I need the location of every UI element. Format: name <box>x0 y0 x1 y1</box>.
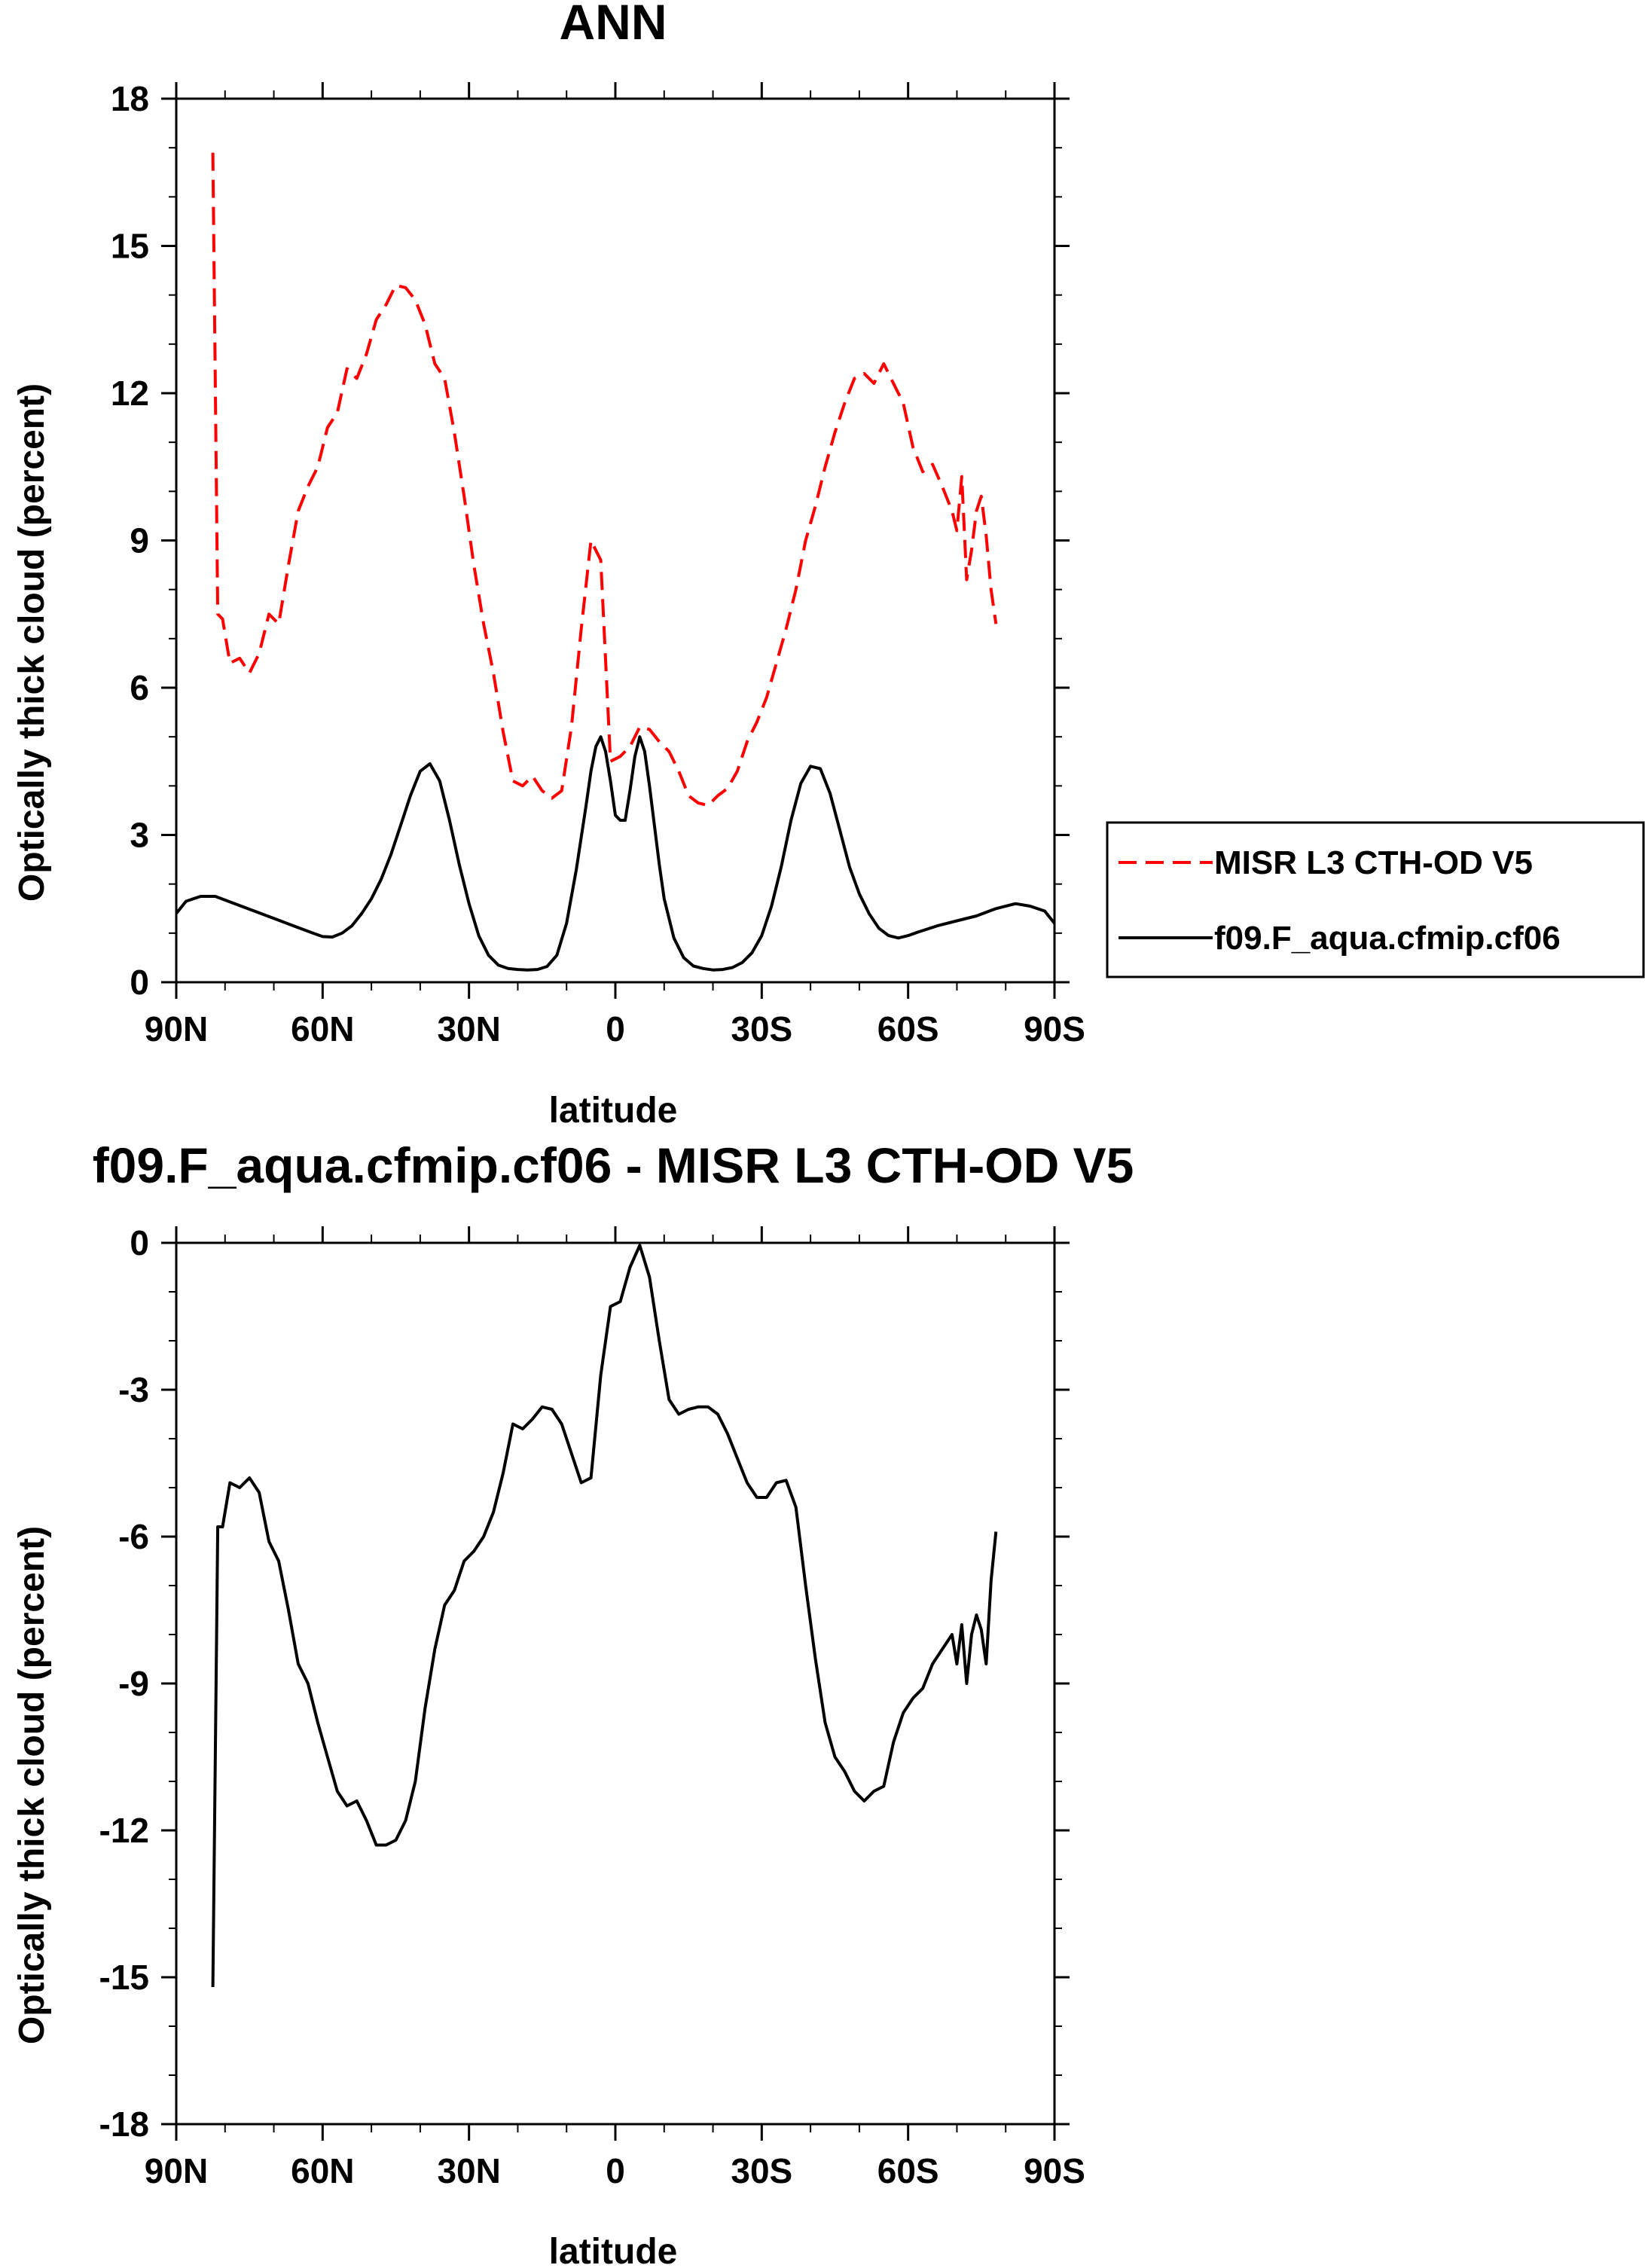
x-tick-label: 60N <box>291 1009 354 1049</box>
series-line-0 <box>211 152 998 807</box>
x-tick-label: 60S <box>877 2151 939 2190</box>
plot-frame <box>175 97 1056 984</box>
legend-model-label: f09.F_aqua.cfmip.cf06 <box>1214 920 1561 957</box>
x-tick-label: 30S <box>731 2151 792 2190</box>
bottom-chart-title: f09.F_aqua.cfmip.cf06 - MISR L3 CTH-OD V… <box>93 1137 1134 1193</box>
y-tick-label: -15 <box>99 1958 149 1997</box>
x-tick-label: 90N <box>145 2151 208 2190</box>
top-axes: 0 3 6 9 12 15 18 90N 60N 30N 0 30S 60S 90S <box>111 79 1085 1049</box>
x-tick-label: 60N <box>291 2151 354 2190</box>
y-tick-label: 0 <box>130 1223 149 1262</box>
y-tick-label: -9 <box>118 1664 149 1703</box>
y-tick-label: -18 <box>99 2105 149 2144</box>
bottom-y-axis-label: Optically thick cloud (percent) <box>12 1526 52 2044</box>
legend: MISR L3 CTH-OD V5 f09.F_aqua.cfmip.cf06 <box>1106 821 1645 978</box>
x-tick-label: 60S <box>877 1009 939 1049</box>
x-tick-label: 90S <box>1024 2151 1085 2190</box>
x-tick-label: 90N <box>145 1009 208 1049</box>
series-line-0 <box>211 1244 998 1988</box>
bottom-axes: 0 -3 -6 -9 -12 -15 -18 90N 60N 30N 0 30S 60S 90S <box>99 1223 1085 2190</box>
x-tick-label: 30S <box>731 1009 792 1049</box>
y-tick-label: 12 <box>111 374 149 413</box>
top-chart-title: ANN <box>560 0 667 50</box>
bottom-series-group <box>211 1244 998 1988</box>
top-panel: ANN latitude Optically thick cloud (perc… <box>12 0 1085 1131</box>
x-tick-label: 90S <box>1024 1009 1085 1049</box>
legend-box <box>1106 821 1645 978</box>
y-tick-label: 18 <box>111 79 149 118</box>
y-tick-label: 3 <box>130 816 149 855</box>
bottom-panel: f09.F_aqua.cfmip.cf06 - MISR L3 CTH-OD V… <box>12 1137 1134 2268</box>
x-tick-label: 0 <box>606 2151 625 2190</box>
x-tick-label: 30N <box>437 2151 500 2190</box>
y-tick-label: 15 <box>111 227 149 266</box>
series-line-1 <box>175 735 1056 972</box>
y-tick-label: -3 <box>118 1370 149 1409</box>
top-series-group <box>175 152 1056 972</box>
x-tick-label: 0 <box>606 1009 625 1049</box>
y-tick-label: 9 <box>130 521 149 560</box>
top-y-axis-label: Optically thick cloud (percent) <box>12 383 52 902</box>
y-tick-label: 0 <box>130 963 149 1002</box>
top-x-axis-label: latitude <box>549 1091 678 1131</box>
bottom-x-axis-label: latitude <box>549 2232 678 2268</box>
y-tick-label: 6 <box>130 668 149 707</box>
y-tick-label: -6 <box>118 1517 149 1556</box>
x-tick-label: 30N <box>437 1009 500 1049</box>
y-tick-label: -12 <box>99 1811 149 1850</box>
legend-misr-label: MISR L3 CTH-OD V5 <box>1214 844 1533 881</box>
